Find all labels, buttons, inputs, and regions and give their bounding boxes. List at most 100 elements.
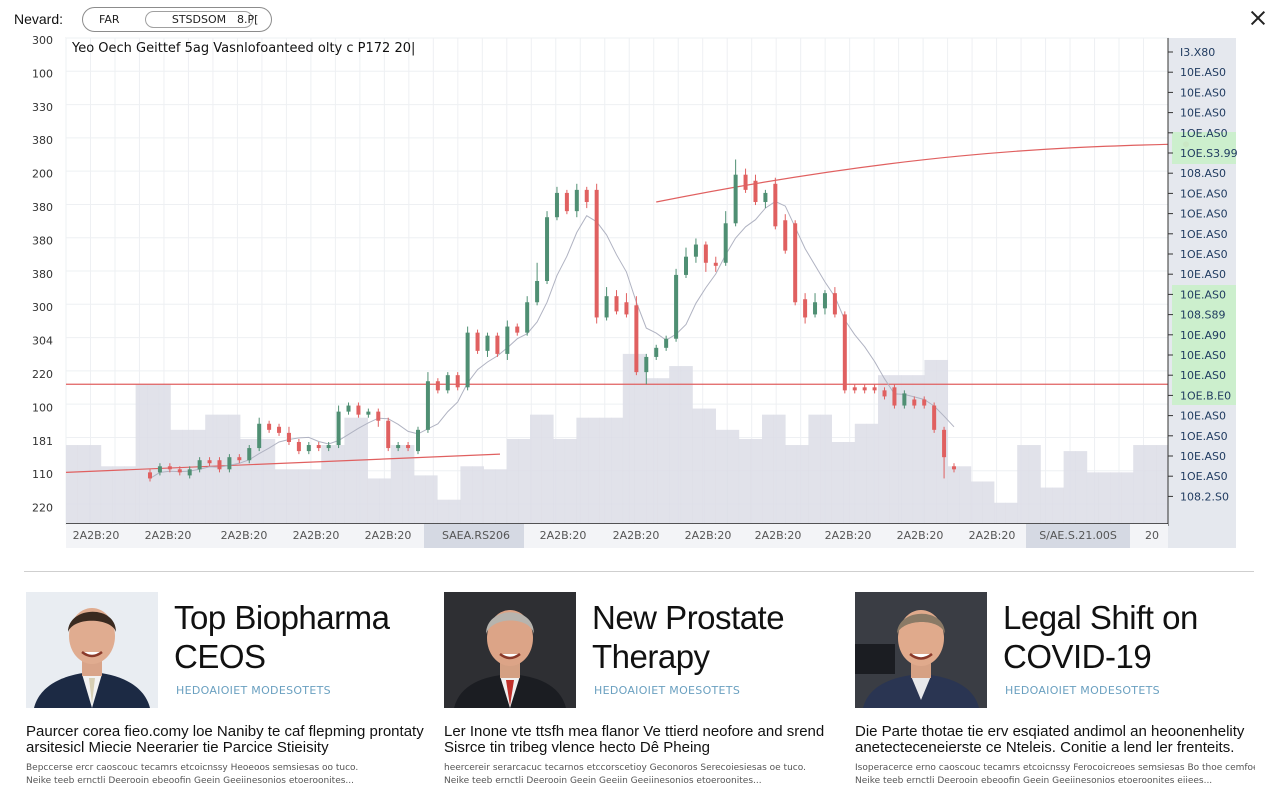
- ceo-photo: [855, 592, 987, 708]
- price-scale-label: 108.AS0: [1180, 167, 1226, 180]
- price-scale-label: 10E.AS0: [1180, 349, 1226, 362]
- volume-bar: [657, 378, 670, 524]
- volume-bar: [785, 445, 798, 524]
- candle-body: [674, 274, 679, 339]
- x-axis: 2A2B:20 2A2B:20 2A2B:20 2A2B:20 2A2B:20 SAEA.…: [73, 529, 1159, 542]
- candle-body: [634, 305, 639, 373]
- y-tick-label: 181: [32, 435, 53, 448]
- candle-body: [644, 356, 649, 373]
- volume-bar: [936, 359, 948, 524]
- tab-8p[interactable]: 8.P[: [237, 13, 259, 26]
- volume-bar: [970, 481, 983, 524]
- tab-far[interactable]: FAR: [99, 13, 120, 26]
- y-tick-label: 200: [32, 168, 53, 181]
- candle-body: [584, 189, 589, 203]
- candle-body: [684, 256, 688, 275]
- y-tick-label: 380: [32, 201, 53, 214]
- candle-body: [485, 335, 490, 351]
- y-tick-label: 330: [32, 101, 53, 114]
- volume-bar: [773, 414, 786, 524]
- candle-body: [187, 469, 192, 476]
- price-scale-label: I3.X80: [1180, 46, 1215, 59]
- x-tick-label: 20: [1145, 529, 1159, 542]
- candle-body: [425, 381, 430, 430]
- news-card[interactable]: Legal Shift on COVID-19 HEDOAIOIET MODES…: [855, 592, 1255, 792]
- article-footnote: Isoperacerce erno caoscouc tecamrs etcoi…: [855, 762, 1255, 788]
- volume-bar: [216, 414, 229, 524]
- volume-bar: [576, 417, 589, 524]
- volume-bar: [182, 429, 194, 524]
- candle-body: [257, 423, 262, 449]
- volume-bar: [878, 375, 890, 524]
- x-tick-label: 2A2B:20: [73, 529, 120, 542]
- x-tick-label: 2A2B:20: [685, 529, 732, 542]
- candle-body: [197, 460, 202, 470]
- source-label: HEDOAIOIET MODESOTETS: [1005, 684, 1160, 697]
- volume-bar: [124, 466, 136, 524]
- volume-bar: [808, 414, 821, 524]
- volume-bar: [843, 441, 856, 524]
- volume-bar: [588, 417, 600, 524]
- candle-body: [654, 347, 659, 357]
- volume-bar: [112, 466, 125, 524]
- volume-bar: [147, 384, 160, 524]
- volume-bar: [286, 469, 299, 524]
- volume-bar: [460, 466, 473, 524]
- y-tick-label: 220: [32, 368, 53, 381]
- headline[interactable]: Top Biopharma CEOS: [174, 599, 390, 675]
- candle-body: [177, 469, 182, 473]
- volume-bar: [750, 438, 763, 524]
- volume-bar: [402, 445, 415, 524]
- candle-body: [336, 411, 341, 446]
- top-bar: Nevard: FAR STSDSOM 8.P[: [0, 0, 1280, 36]
- candle-body: [842, 314, 847, 391]
- candle-body: [227, 457, 232, 470]
- volume-bar: [669, 366, 682, 524]
- volume-bar: [251, 438, 264, 524]
- candle-body: [346, 405, 351, 412]
- volume-bar: [158, 384, 171, 524]
- volume-bars: [66, 353, 1169, 524]
- volume-bar: [912, 375, 925, 524]
- candle-body: [793, 223, 798, 303]
- volume-bar: [634, 353, 647, 524]
- volume-bar: [77, 445, 90, 524]
- headline[interactable]: New Prostate Therapy: [592, 599, 785, 675]
- price-scale-label: 10E.A90: [1180, 329, 1226, 342]
- candle-body: [902, 393, 907, 406]
- candle-body: [157, 466, 162, 473]
- price-chart[interactable]: Yeo Oech Geittef 5ag Vasnlofoanteed olty…: [0, 0, 1280, 560]
- trend-lines: [65, 141, 1189, 479]
- volume-bar: [495, 469, 508, 524]
- volume-bar: [100, 466, 113, 524]
- volume-bar: [692, 408, 705, 524]
- news-card[interactable]: New Prostate Therapy HEDOAIOIET MOESOTET…: [444, 592, 844, 792]
- volume-bar: [506, 438, 519, 524]
- candle-body: [435, 381, 440, 391]
- candle-body: [286, 432, 291, 442]
- volume-bar: [889, 375, 902, 524]
- tab-stsdsom[interactable]: STSDSOM: [145, 11, 253, 28]
- x-tick-label: 2A2B:20: [825, 529, 872, 542]
- headline[interactable]: Legal Shift on COVID-19: [1003, 599, 1198, 675]
- candle-body: [932, 405, 937, 430]
- news-card[interactable]: Top Biopharma CEOS HEDOAIOIET MODESOTETS…: [26, 592, 426, 792]
- candle-body: [167, 466, 172, 470]
- volume-bar: [866, 423, 879, 524]
- price-scale-label: 108.S89: [1180, 309, 1225, 322]
- article-summary: Paurcer corea fieo.comy loe Naniby te ca…: [26, 723, 424, 756]
- candle-body: [505, 326, 510, 354]
- volume-bar: [448, 499, 461, 524]
- x-tick-label: 2A2B:20: [613, 529, 660, 542]
- candle-body: [952, 466, 956, 470]
- volume-bar: [1121, 472, 1134, 524]
- volume-bar: [1144, 445, 1157, 524]
- volume-bar: [994, 502, 1006, 524]
- footnote-line: heercereir serarcacuc tecarnos etccorsce…: [444, 763, 806, 773]
- volume-bar: [738, 438, 751, 524]
- candle-body: [624, 302, 629, 315]
- volume-bar: [274, 469, 287, 524]
- volume-bar: [959, 466, 972, 524]
- price-scale-label: 10E.AS0: [1180, 268, 1226, 281]
- volume-bar: [298, 469, 310, 524]
